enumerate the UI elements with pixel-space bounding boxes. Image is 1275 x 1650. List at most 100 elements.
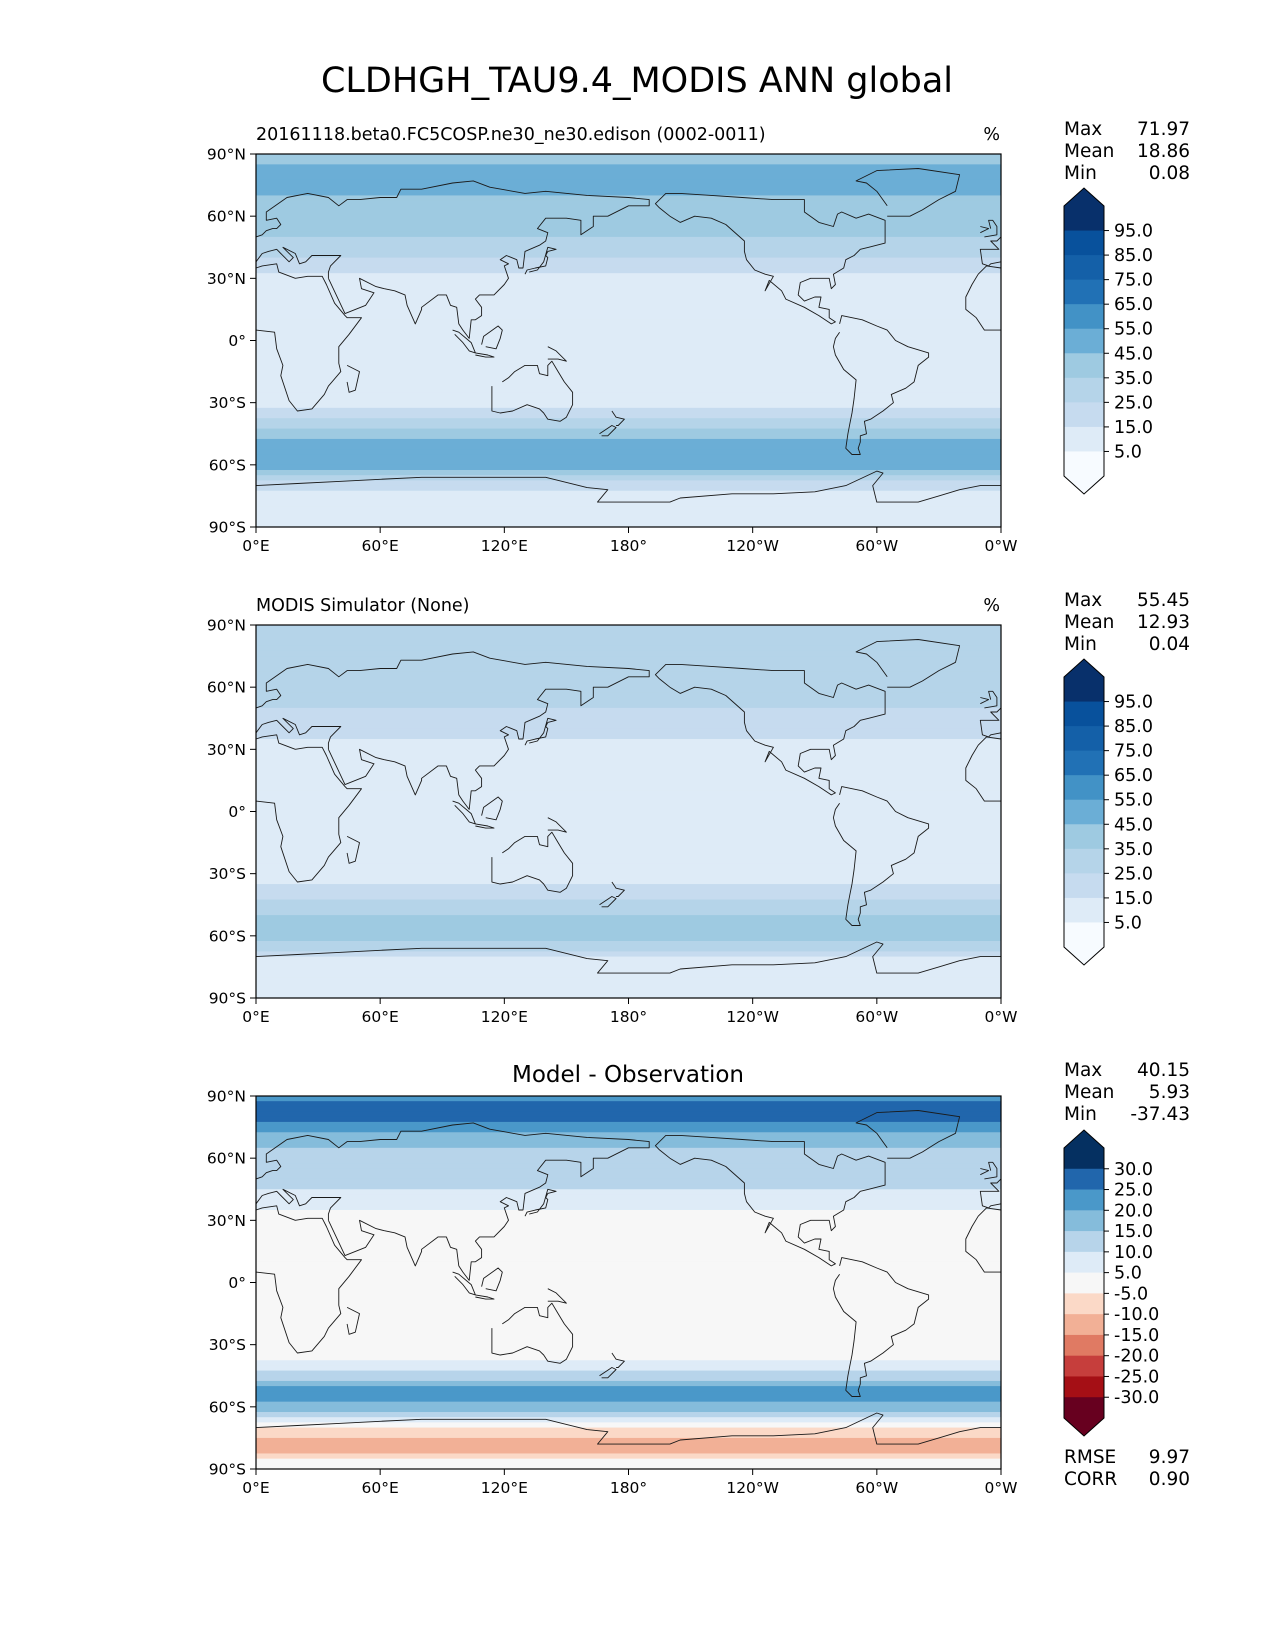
field-band	[256, 226, 1001, 233]
field-band	[256, 702, 1001, 709]
coastline	[980, 697, 990, 705]
colorbar-extend-max	[1064, 659, 1104, 677]
stats-box: Max 40.15 Mean 5.93 Min -37.43 RMSE 9.97…	[1064, 1060, 1190, 1490]
colorbar-segment	[1064, 402, 1104, 428]
x-tick-label: 0°W	[985, 1479, 1018, 1497]
field-band	[256, 231, 1001, 238]
field-band	[256, 625, 1001, 631]
field-band	[256, 733, 1001, 740]
field-band	[256, 1152, 1001, 1159]
field-band	[256, 656, 1001, 662]
y-tick-label: 30°S	[209, 865, 246, 883]
figure-title: CLDHGH_TAU9.4_MODIS ANN global	[321, 61, 953, 101]
coastline	[255, 941, 1001, 974]
colorbar-tick-label: 25.0	[1114, 864, 1153, 884]
field-band	[256, 350, 1001, 357]
colorbar-segment	[1064, 873, 1104, 899]
y-tick-label: 90°N	[207, 1088, 246, 1106]
field-band	[256, 1344, 1001, 1351]
field-band	[256, 1116, 1001, 1123]
field-band	[256, 345, 1001, 352]
coastline	[965, 265, 1002, 331]
panel-units: %	[983, 125, 1000, 145]
colorbar-segment	[1064, 1334, 1104, 1357]
colorbar-tick-label: 45.0	[1114, 815, 1153, 835]
stat-max-label: Max	[1064, 119, 1102, 140]
field-band	[256, 972, 1001, 978]
stat-corr-label: CORR	[1064, 1469, 1117, 1490]
colorbar-tick-label: 25.0	[1114, 1181, 1153, 1201]
coastline	[984, 690, 998, 709]
field-band	[256, 428, 1001, 435]
field-band	[256, 868, 1001, 875]
y-tick-label: 0°	[228, 332, 246, 350]
coastline	[481, 1267, 503, 1292]
field-band	[256, 376, 1001, 383]
field-band	[256, 884, 1001, 890]
colorbar-tick-label: 55.0	[1114, 791, 1153, 811]
colorbar-segment	[1064, 1314, 1104, 1336]
field-band	[256, 1163, 1001, 1170]
field-band	[256, 164, 1001, 171]
coastline	[654, 663, 886, 796]
y-tick-label: 0°	[228, 1274, 246, 1292]
colorbar-tick-label: 15.0	[1114, 418, 1153, 438]
field-band	[256, 1437, 1001, 1444]
field-band	[256, 1220, 1001, 1227]
stat-min-value: -37.43	[1130, 1104, 1190, 1125]
field-band	[256, 288, 1001, 295]
x-tick-label: 120°E	[481, 537, 528, 555]
y-tick-label: 30°N	[207, 741, 246, 759]
y-tick-label: 60°S	[209, 456, 246, 474]
colorbar-segment	[1064, 255, 1104, 281]
x-tick-label: 0°E	[242, 1479, 269, 1497]
field-band	[256, 267, 1001, 274]
stat-rmse-label: RMSE	[1064, 1447, 1116, 1468]
panel-center-title: Model - Observation	[512, 1062, 744, 1088]
field-band	[256, 1277, 1001, 1284]
field-band	[256, 728, 1001, 735]
field-band	[256, 692, 1001, 699]
field-band	[256, 283, 1001, 290]
coastline	[255, 246, 342, 279]
field-band	[256, 521, 1001, 528]
field-band	[256, 909, 1001, 916]
field-band	[256, 1241, 1001, 1247]
field-band	[256, 1261, 1001, 1268]
field-band	[256, 1199, 1001, 1206]
stat-min-value: 0.04	[1149, 634, 1190, 655]
field-band	[256, 475, 1001, 481]
field-band	[256, 1349, 1001, 1356]
colorbar-segment	[1064, 1355, 1104, 1377]
coastline	[832, 786, 930, 926]
field-band	[256, 1303, 1001, 1309]
coastline	[524, 246, 557, 275]
field-band	[256, 423, 1001, 430]
field-band	[256, 381, 1001, 388]
field-band	[256, 770, 1001, 776]
x-tick-label: 120°W	[726, 1479, 779, 1497]
field-band	[256, 1132, 1001, 1139]
field-band	[256, 304, 1001, 311]
x-tick-label: 120°W	[726, 1008, 779, 1026]
colorbar-extend-max	[1064, 1130, 1104, 1148]
coastline	[255, 1188, 342, 1221]
coastline	[547, 1288, 567, 1304]
field-band	[256, 920, 1001, 927]
coastline	[979, 1178, 1002, 1209]
field-band	[256, 1096, 1001, 1102]
field-band	[256, 852, 1001, 859]
field-band	[256, 1194, 1001, 1201]
field-band	[256, 387, 1001, 393]
colorbar-segment	[1064, 353, 1104, 379]
coastline	[481, 796, 503, 821]
field-band	[256, 785, 1001, 792]
colorbar-segment	[1064, 1168, 1104, 1191]
field-band	[256, 1173, 1001, 1180]
stat-mean-value: 5.93	[1149, 1082, 1190, 1103]
colorbar-tick-label: -10.0	[1114, 1305, 1159, 1325]
field-band	[256, 392, 1001, 399]
field-band	[256, 1386, 1001, 1392]
coastline	[475, 352, 495, 358]
